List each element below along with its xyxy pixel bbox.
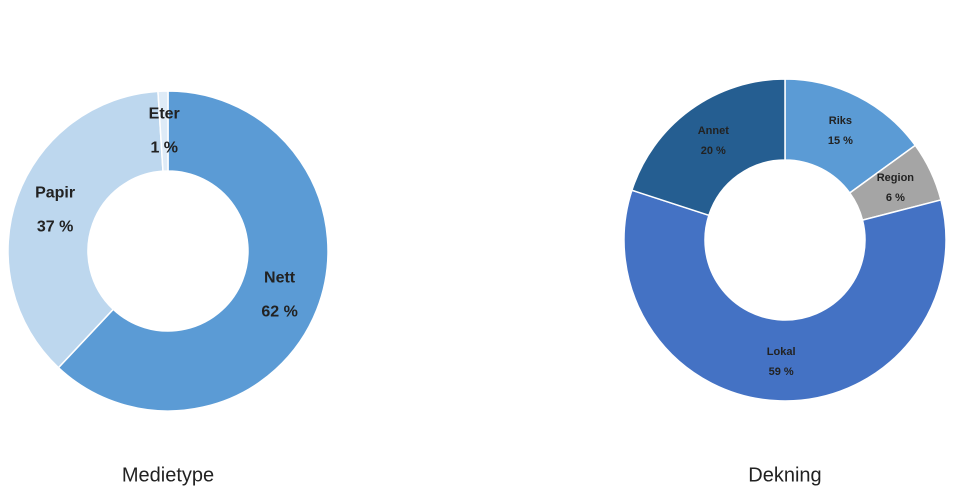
slice-label: Region <box>877 172 915 184</box>
value-label: 20 % <box>701 145 726 157</box>
value-label: 59 % <box>769 366 794 378</box>
value-label: 1 % <box>150 139 178 156</box>
value-label: 6 % <box>886 192 905 204</box>
value-label: 15 % <box>828 135 853 147</box>
slice-label: Nett <box>264 269 296 286</box>
value-label: 37 % <box>37 219 73 236</box>
slice <box>157 90 169 172</box>
slice <box>630 78 786 217</box>
slice <box>623 189 947 402</box>
slice <box>57 90 329 412</box>
slice-label: Annet <box>698 125 730 137</box>
slice <box>7 90 164 369</box>
chart-title: Dekning <box>748 464 821 486</box>
slice-label: Lokal <box>767 346 796 358</box>
chart-title: Medietype <box>122 464 214 486</box>
slice-label: Riks <box>829 115 852 127</box>
slice-label: Eter <box>149 105 180 122</box>
value-label: 62 % <box>261 303 297 320</box>
slice-label: Papir <box>35 185 75 202</box>
